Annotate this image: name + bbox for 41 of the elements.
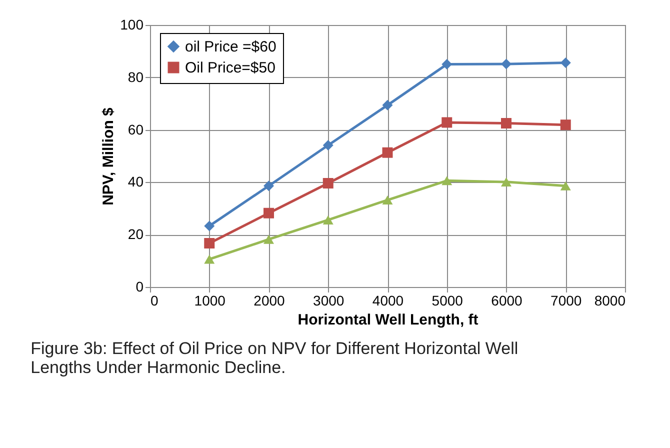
y-tick-label: 20 [128,226,144,242]
y-tick-label: 40 [128,174,144,190]
point [264,180,274,192]
point [204,220,215,232]
point [442,59,452,70]
point [501,118,512,128]
y-tick-label: 80 [128,68,144,85]
point [560,181,571,190]
point [382,100,393,110]
point [264,208,274,218]
x-tick-label: 5000 [432,292,464,308]
point [204,238,215,248]
point [442,176,452,186]
point [501,177,512,186]
point [204,254,215,264]
x-tick-label: 2000 [254,292,286,308]
legend-label: oil Price =$60 [185,38,276,56]
legend-label: Oil Price=$50 [185,60,276,76]
x-tick-label: 8000 [594,292,626,308]
point [382,147,393,158]
point [560,120,571,130]
x-tick-label: 7000 [550,292,582,308]
y-axis-title: NPV, Million $ [100,106,118,206]
point [322,178,334,188]
point [264,234,274,244]
y-tick-label: 0 [136,278,144,294]
x-axis-title: Horizontal Well Length, ft [298,312,478,328]
y-tick-label: 60 [128,121,144,138]
point [322,215,334,224]
point [560,57,571,68]
x-tick-label: 4000 [372,292,404,308]
x-tick-label: 1000 [194,292,226,308]
point [501,58,512,70]
y-tick-label: 100 [120,16,144,32]
x-tick-label: 6000 [491,292,523,308]
caption: Figure 3b: Effect of Oil Price on NPV for Different Horizontal Well Lengths Under Harmonic Decline. [30,339,518,377]
point [442,117,452,128]
point [322,140,334,150]
point [382,195,393,205]
x-tick-label: 0 [150,292,158,308]
x-tick-label: 3000 [313,292,344,308]
